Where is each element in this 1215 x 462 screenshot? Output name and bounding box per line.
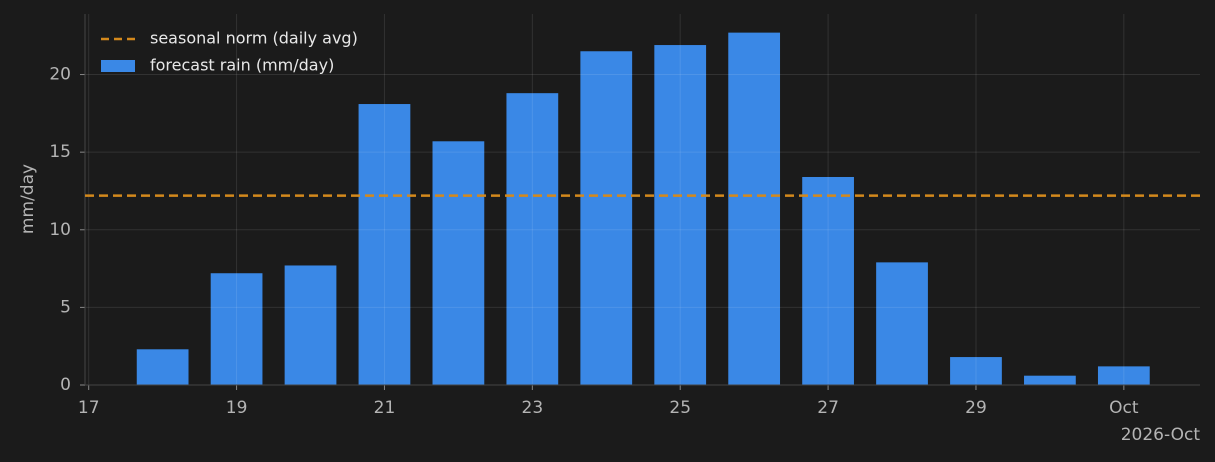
- bar: [580, 51, 633, 386]
- y-tick-label: 20: [49, 65, 71, 85]
- bar: [210, 273, 263, 385]
- y-axis-label: mm/day: [18, 164, 38, 234]
- bar: [136, 349, 189, 385]
- x-tick-label: 23: [522, 398, 544, 418]
- x-tick-label: 25: [669, 398, 691, 418]
- bar: [802, 176, 854, 385]
- legend-text: seasonal norm (daily avg): [150, 29, 358, 48]
- bar: [358, 104, 411, 385]
- legend-text: forecast rain (mm/day): [150, 56, 334, 75]
- y-tick-label: 5: [60, 297, 71, 317]
- x-tick-label: 29: [965, 398, 987, 418]
- bar: [1097, 366, 1150, 385]
- bar: [432, 141, 485, 385]
- x-tick-label: 21: [374, 398, 396, 418]
- bar: [876, 262, 928, 385]
- y-tick-label: 15: [49, 142, 71, 162]
- bar: [506, 93, 559, 386]
- legend-swatch: [101, 60, 135, 72]
- bar: [1024, 375, 1076, 385]
- bar: [950, 357, 1002, 385]
- bar: [728, 32, 781, 385]
- y-tick-label: 0: [60, 375, 71, 395]
- bar: [654, 45, 707, 386]
- x-offset-label: 2026-Oct: [1121, 425, 1201, 445]
- x-tick-label: 19: [226, 398, 248, 418]
- x-tick-label: 27: [817, 398, 839, 418]
- x-tick-label: Oct: [1109, 398, 1139, 418]
- x-tick-label: 17: [78, 398, 100, 418]
- y-tick-label: 10: [49, 220, 71, 240]
- bar: [284, 265, 337, 385]
